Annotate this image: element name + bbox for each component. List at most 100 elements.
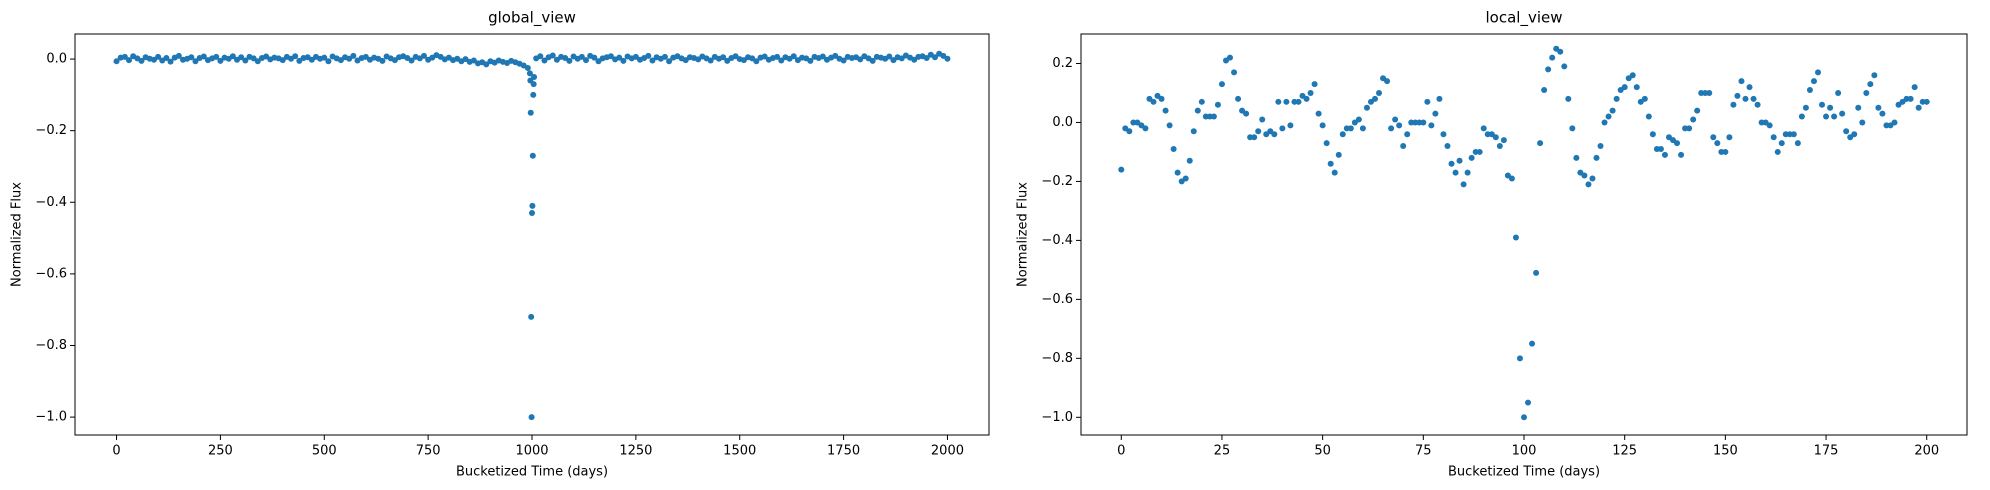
- x-tick-label: 1750: [827, 444, 860, 459]
- data-point: [1633, 84, 1640, 91]
- data-point: [1855, 104, 1862, 111]
- data-point: [1529, 340, 1536, 347]
- data-point: [126, 57, 133, 64]
- x-tick-label: 2000: [931, 444, 964, 459]
- x-tick-label: 1000: [515, 444, 548, 459]
- data-point: [408, 57, 415, 64]
- data-point: [1537, 140, 1544, 147]
- data-point: [1851, 131, 1858, 138]
- data-point: [1295, 98, 1302, 105]
- data-point: [1444, 143, 1451, 150]
- data-point: [1831, 113, 1838, 120]
- data-point: [1722, 148, 1729, 155]
- data-point: [790, 53, 797, 60]
- data-point: [566, 57, 573, 64]
- data-point: [840, 57, 847, 64]
- y-tick-label: −0.8: [1041, 351, 1073, 366]
- data-point: [1641, 95, 1648, 102]
- data-point: [1730, 101, 1737, 108]
- y-tick-label: −0.2: [35, 123, 67, 138]
- data-point: [1661, 151, 1668, 158]
- data-point: [1210, 113, 1217, 120]
- data-point: [1496, 143, 1503, 150]
- x-tick-label: 250: [208, 444, 233, 459]
- data-point: [531, 73, 538, 80]
- data-point: [1726, 134, 1733, 141]
- data-point: [1480, 125, 1487, 132]
- data-point: [778, 57, 785, 64]
- data-point: [1790, 131, 1797, 138]
- data-point: [1806, 87, 1813, 94]
- data-point: [819, 53, 826, 60]
- x-tick-label: 750: [416, 444, 441, 459]
- data-point: [1384, 78, 1391, 85]
- data-point: [1396, 122, 1403, 129]
- data-point: [1448, 160, 1455, 167]
- data-point: [1798, 113, 1805, 120]
- data-point: [931, 54, 938, 61]
- data-point: [292, 53, 299, 60]
- data-point: [1605, 113, 1612, 120]
- data-point: [1645, 113, 1652, 120]
- data-point: [1802, 104, 1809, 111]
- data-point: [1464, 169, 1471, 176]
- x-tick-label: 25: [1214, 444, 1231, 459]
- chart-title: global_view: [488, 9, 576, 28]
- data-point: [1819, 101, 1826, 108]
- data-point: [1235, 95, 1242, 102]
- data-point: [1710, 134, 1717, 141]
- data-point: [528, 414, 535, 421]
- y-tick-label: −0.6: [35, 266, 67, 281]
- data-point: [1879, 110, 1886, 117]
- data-point: [1589, 175, 1596, 182]
- data-point: [1770, 134, 1777, 141]
- data-point: [1283, 98, 1290, 105]
- y-tick-label: −0.2: [1041, 174, 1073, 189]
- y-tick-label: 0.2: [1052, 56, 1073, 71]
- data-point: [1150, 98, 1157, 105]
- data-point: [1549, 54, 1556, 61]
- data-point: [238, 54, 245, 61]
- data-point: [661, 53, 668, 60]
- data-point: [807, 57, 814, 64]
- data-point: [1750, 95, 1757, 102]
- data-point: [666, 58, 673, 65]
- data-point: [1814, 69, 1821, 76]
- data-point: [1629, 72, 1636, 79]
- y-axis-label: Normalized Flux: [1016, 182, 1031, 287]
- data-point: [1557, 48, 1564, 55]
- data-point: [1371, 95, 1378, 102]
- data-point: [774, 53, 781, 60]
- data-point: [200, 53, 207, 60]
- data-point: [350, 52, 357, 59]
- data-point: [761, 53, 768, 60]
- data-point: [1565, 95, 1572, 102]
- data-point: [321, 54, 328, 61]
- data-point: [1500, 137, 1507, 144]
- data-point: [1158, 95, 1165, 102]
- data-point: [591, 54, 598, 61]
- data-point: [529, 210, 535, 217]
- data-point: [1871, 72, 1878, 79]
- data-point: [1573, 154, 1580, 161]
- data-point: [886, 53, 893, 60]
- data-point: [1839, 110, 1846, 117]
- data-point: [192, 58, 199, 65]
- data-point: [1307, 89, 1314, 96]
- data-point: [1690, 116, 1697, 123]
- data-point: [1287, 122, 1294, 129]
- data-point: [163, 54, 170, 61]
- data-point: [1561, 63, 1568, 70]
- data-point: [541, 57, 548, 64]
- data-point: [254, 58, 261, 65]
- data-point: [1142, 125, 1149, 132]
- data-point: [869, 57, 876, 64]
- data-point: [528, 313, 535, 320]
- data-point: [188, 54, 195, 61]
- data-point: [1436, 95, 1443, 102]
- x-axis-label: Bucketized Time (days): [1448, 465, 1600, 480]
- y-tick-label: 0.0: [1052, 115, 1073, 130]
- data-point: [530, 81, 537, 88]
- data-point: [753, 58, 760, 65]
- data-point: [1118, 166, 1125, 173]
